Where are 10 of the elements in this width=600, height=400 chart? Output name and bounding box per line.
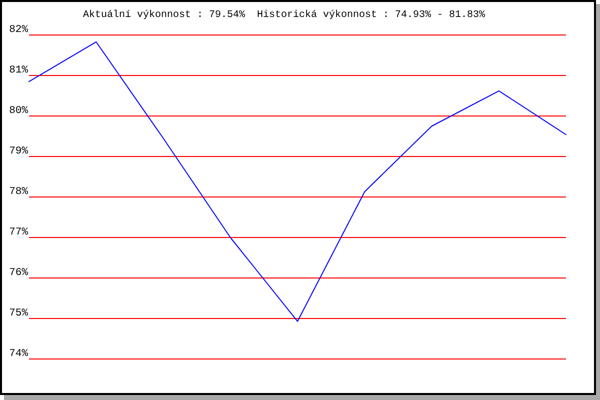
y-tick-label: 80% [9,105,29,117]
y-tick-label: 74% [9,348,29,360]
chart-title: Aktuální výkonnost : 79.54% Historická výkonnost : 74.93% - 81.83% [82,9,486,21]
y-tick-label: 81% [9,64,29,76]
y-tick-label: 77% [9,226,29,238]
y-tick-label: 78% [9,186,29,198]
y-tick-label: 82% [9,24,29,36]
y-tick-label: 79% [9,146,29,158]
y-tick-label: 75% [9,308,29,320]
y-tick-label: 76% [9,267,29,279]
